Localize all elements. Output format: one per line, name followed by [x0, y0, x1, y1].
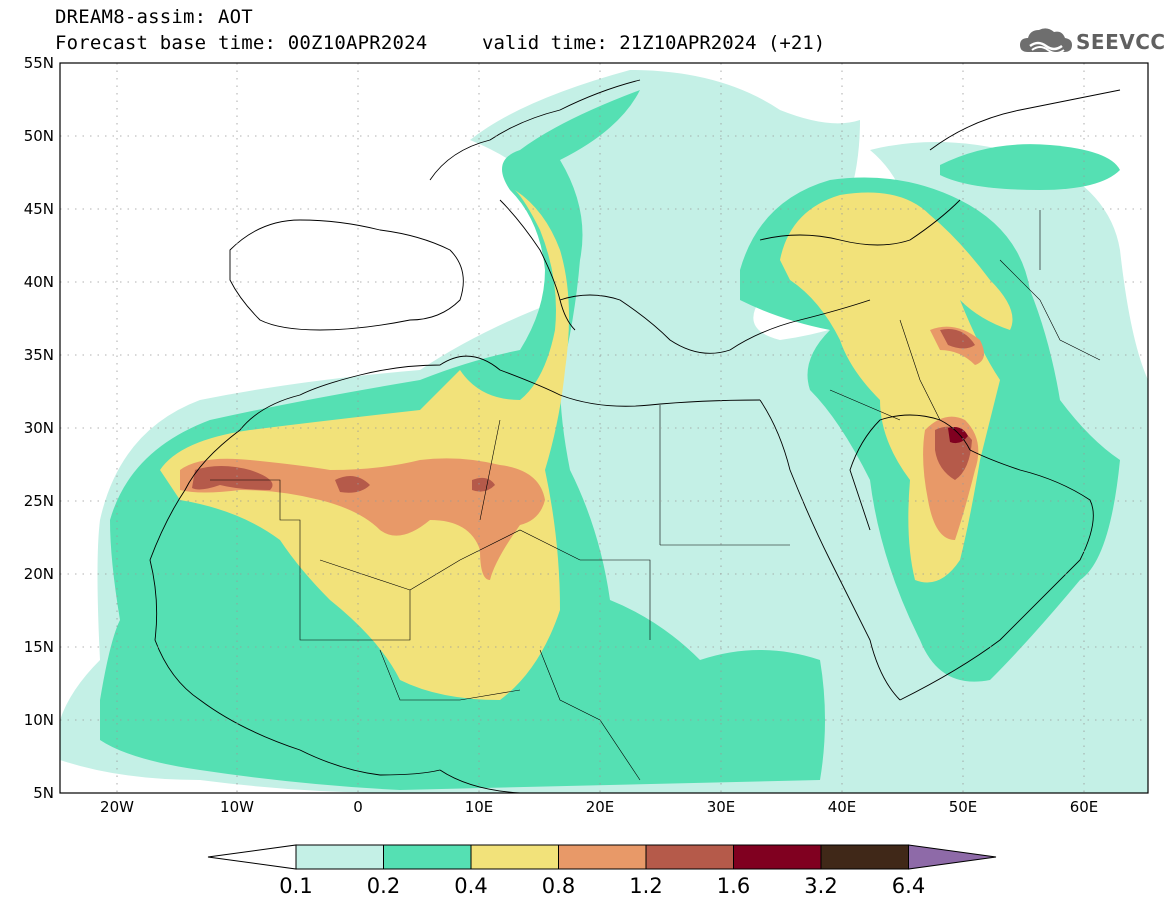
lon-label: 40E	[828, 798, 857, 816]
lon-label: 50E	[949, 798, 978, 816]
lat-label: 50N	[24, 127, 54, 145]
colorbar-segment	[558, 844, 647, 870]
lon-label: 10E	[465, 798, 494, 816]
lat-label: 10N	[24, 711, 54, 729]
valid-time: valid time: 21Z10APR2024 (+21)	[482, 32, 826, 54]
grid-lines	[60, 63, 1148, 793]
colorbar-label: 0.2	[367, 874, 400, 898]
colorbar-label: 0.8	[542, 874, 575, 898]
colorbar-label: 0.1	[279, 874, 312, 898]
colorbar-label: 0.4	[454, 874, 487, 898]
map-frame	[59, 62, 1149, 794]
lat-label: 35N	[24, 346, 54, 364]
seevccc-logo: SEEVCCC	[1018, 24, 1165, 58]
lat-label: 15N	[24, 638, 54, 656]
lat-label: 5N	[33, 784, 54, 802]
lat-label: 30N	[24, 419, 54, 437]
cloud-icon	[1020, 28, 1072, 54]
colorbar-segment	[820, 844, 909, 870]
lon-label: 10W	[220, 798, 254, 816]
lon-axis: 20W 10W 0 10E 20E 30E 40E 50E 60E	[100, 798, 1098, 816]
lat-label: 25N	[24, 492, 54, 510]
colorbar-segment	[383, 844, 472, 870]
lat-label: 45N	[24, 200, 54, 218]
colorbar-arrow-right	[908, 844, 997, 870]
lat-label: 20N	[24, 565, 54, 583]
colorbar-segment	[645, 844, 734, 870]
lon-label: 30E	[707, 798, 736, 816]
lon-label: 0	[353, 798, 363, 816]
aot-field	[60, 63, 1148, 793]
forecast-base-time: Forecast base time: 00Z10APR2024	[55, 32, 428, 54]
colorbar-label: 1.6	[717, 874, 750, 898]
colorbar-segment	[470, 844, 559, 870]
colorbar-label: 6.4	[892, 874, 925, 898]
lat-label: 55N	[24, 54, 54, 72]
coastlines	[149, 79, 1121, 793]
colorbar-segment	[295, 844, 384, 870]
colorbar: 0.1 0.2 0.4 0.8 1.2 1.6 3.2 6.4	[207, 844, 997, 898]
logo-text: SEEVCCC	[1076, 30, 1165, 54]
lat-label: 40N	[24, 273, 54, 291]
lon-label: 20W	[100, 798, 134, 816]
lat-axis: 55N 50N 45N 40N 35N 30N 25N 20N 15N 10N …	[24, 54, 54, 802]
colorbar-label: 1.2	[629, 874, 662, 898]
colorbar-arrow-left	[207, 844, 297, 870]
lon-label: 60E	[1070, 798, 1099, 816]
map-title: DREAM8-assim: AOT	[55, 6, 253, 28]
lon-label: 20E	[586, 798, 615, 816]
colorbar-label: 3.2	[804, 874, 837, 898]
colorbar-segment	[733, 844, 822, 870]
borders	[210, 210, 1101, 781]
